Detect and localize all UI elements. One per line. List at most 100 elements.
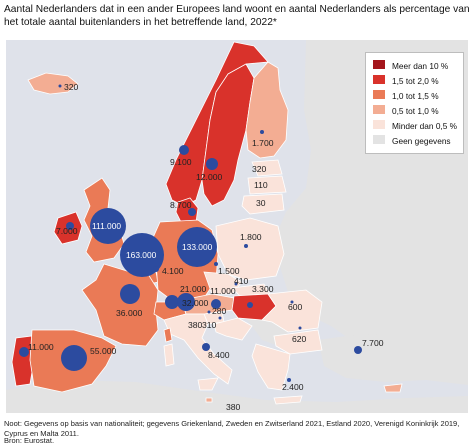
bubble-germany: [177, 227, 217, 267]
label-romania: 600: [288, 302, 303, 312]
country-sardinia: [163, 343, 175, 367]
label-balkan: 380: [226, 402, 241, 412]
bubble-belgium: [120, 233, 164, 277]
label-malta: 8.400: [208, 350, 230, 360]
label-bulgaria: 620: [292, 334, 307, 344]
legend-item: Meer dan 10 %: [372, 59, 449, 71]
country-corsica: [163, 327, 173, 343]
legend-label: 0,5 tot 1,0 %: [392, 106, 439, 116]
country-croatia: [213, 317, 253, 341]
country-greece: [251, 343, 291, 391]
label-spain: 55.000: [90, 346, 117, 356]
no-data-africa: [6, 380, 468, 413]
legend-swatch: [372, 134, 386, 145]
label-sweden: 12.000: [196, 172, 223, 182]
label-slovakia: 410: [234, 276, 249, 286]
label-denmark: 8.700: [170, 200, 192, 210]
label-germany: 133.000: [182, 242, 213, 252]
map-title: Aantal Nederlanders dat in een ander Eur…: [4, 4, 470, 28]
country-sicily: [197, 377, 219, 391]
label-latvia: 110: [254, 180, 268, 190]
bubble-norway: [179, 145, 189, 155]
bubble-spain: [61, 345, 87, 371]
label-cyprus: 7.700: [362, 338, 384, 348]
footnote: Noot: Gegevens op basis van nationalitei…: [4, 419, 460, 438]
country-malta: [205, 397, 213, 403]
country-latvia: [247, 175, 287, 195]
label-hungary: 3.300: [252, 284, 274, 294]
bubble-luxembourg: [153, 266, 159, 272]
label-austria: 11.000: [210, 286, 236, 296]
label-layer: 133.000 163.000 111.000 55.000 36.000 21…: [28, 82, 384, 412]
label-portugal: 11.000: [28, 342, 54, 352]
legend-label: Minder dan 0,5 %: [392, 121, 458, 131]
bubble-iceland: [58, 84, 62, 88]
bubble-slovenia: [207, 310, 211, 314]
label-switzerland: 21.000: [180, 284, 207, 294]
bubble-portugal: [19, 347, 29, 357]
label-estonia: 320: [252, 164, 267, 174]
legend-label: Geen gegevens: [392, 136, 451, 146]
country-norway: [165, 41, 269, 207]
bubble-greece: [287, 378, 291, 382]
bubble-croatia: [218, 316, 222, 320]
bubble-ireland: [66, 222, 74, 230]
bubble-austria: [211, 299, 221, 309]
bubble-finland: [260, 130, 264, 134]
country-crete: [273, 395, 303, 405]
label-italy: 32.000: [182, 298, 209, 308]
legend-label: 1,5 tot 2,0 %: [392, 76, 439, 86]
bubble-romania: [290, 300, 294, 304]
legend-label: 1,0 tot 1,5 %: [392, 91, 439, 101]
country-italy: [163, 313, 233, 385]
country-iceland: [27, 72, 79, 95]
country-lithuania: [241, 193, 285, 215]
label-lithuania: 30: [256, 198, 266, 208]
legend-item: 1,5 tot 2,0 %: [372, 74, 439, 86]
country-finland: [245, 61, 289, 159]
legend-item: 0,5 tot 1,0 %: [372, 104, 439, 116]
bubble-hungary: [247, 302, 253, 308]
legend-swatch: [372, 119, 386, 130]
country-poland: [215, 217, 285, 281]
label-norway: 9.100: [170, 157, 192, 167]
country-bulgaria: [273, 329, 323, 355]
bubble-bulgaria: [298, 326, 302, 330]
label-uk: 111.000: [92, 221, 121, 231]
bubble-uk: [90, 208, 126, 244]
country-romania: [261, 289, 323, 333]
legend-label: Meer dan 10 %: [392, 61, 449, 71]
bubble-slovakia: [234, 282, 238, 286]
label-luxembourg: 4.100: [162, 266, 184, 276]
legend-item: Geen gegevens: [372, 134, 451, 146]
bubble-denmark: [188, 208, 196, 216]
label-iceland: 320: [64, 82, 79, 92]
bubble-czechia: [214, 262, 218, 266]
country-estonia: [251, 159, 283, 177]
label-belgium: 163.000: [126, 250, 157, 260]
bubble-switzerland: [165, 295, 179, 309]
country-cyprus: [383, 383, 403, 393]
label-greece: 2.400: [282, 382, 304, 392]
legend-item: Minder dan 0,5 %: [372, 119, 458, 131]
legend-swatch: [372, 59, 386, 70]
label-liechtenstein: 380: [188, 320, 203, 330]
no-data-turkey: [318, 334, 468, 385]
legend-swatch: [372, 89, 386, 100]
map-legend: Meer dan 10 % 1,5 tot 2,0 % 1,0 tot 1,5 …: [365, 52, 464, 154]
bubble-cyprus: [354, 346, 362, 354]
label-poland: 1.800: [240, 232, 262, 242]
bubble-malta: [202, 343, 210, 351]
label-france: 36.000: [116, 308, 143, 318]
legend-swatch: [372, 104, 386, 115]
bubble-layer: [19, 84, 362, 382]
legend-swatch: [372, 74, 386, 85]
label-slovenia: 310: [202, 320, 217, 330]
bubble-italy: [177, 293, 195, 311]
bubble-poland: [244, 244, 248, 248]
label-czechia: 1.500: [218, 266, 240, 276]
label-ireland: 7.000: [56, 226, 78, 236]
legend-item: 1,0 tot 1,5 %: [372, 89, 439, 101]
label-finland: 1.700: [252, 138, 274, 148]
bubble-france: [120, 284, 140, 304]
